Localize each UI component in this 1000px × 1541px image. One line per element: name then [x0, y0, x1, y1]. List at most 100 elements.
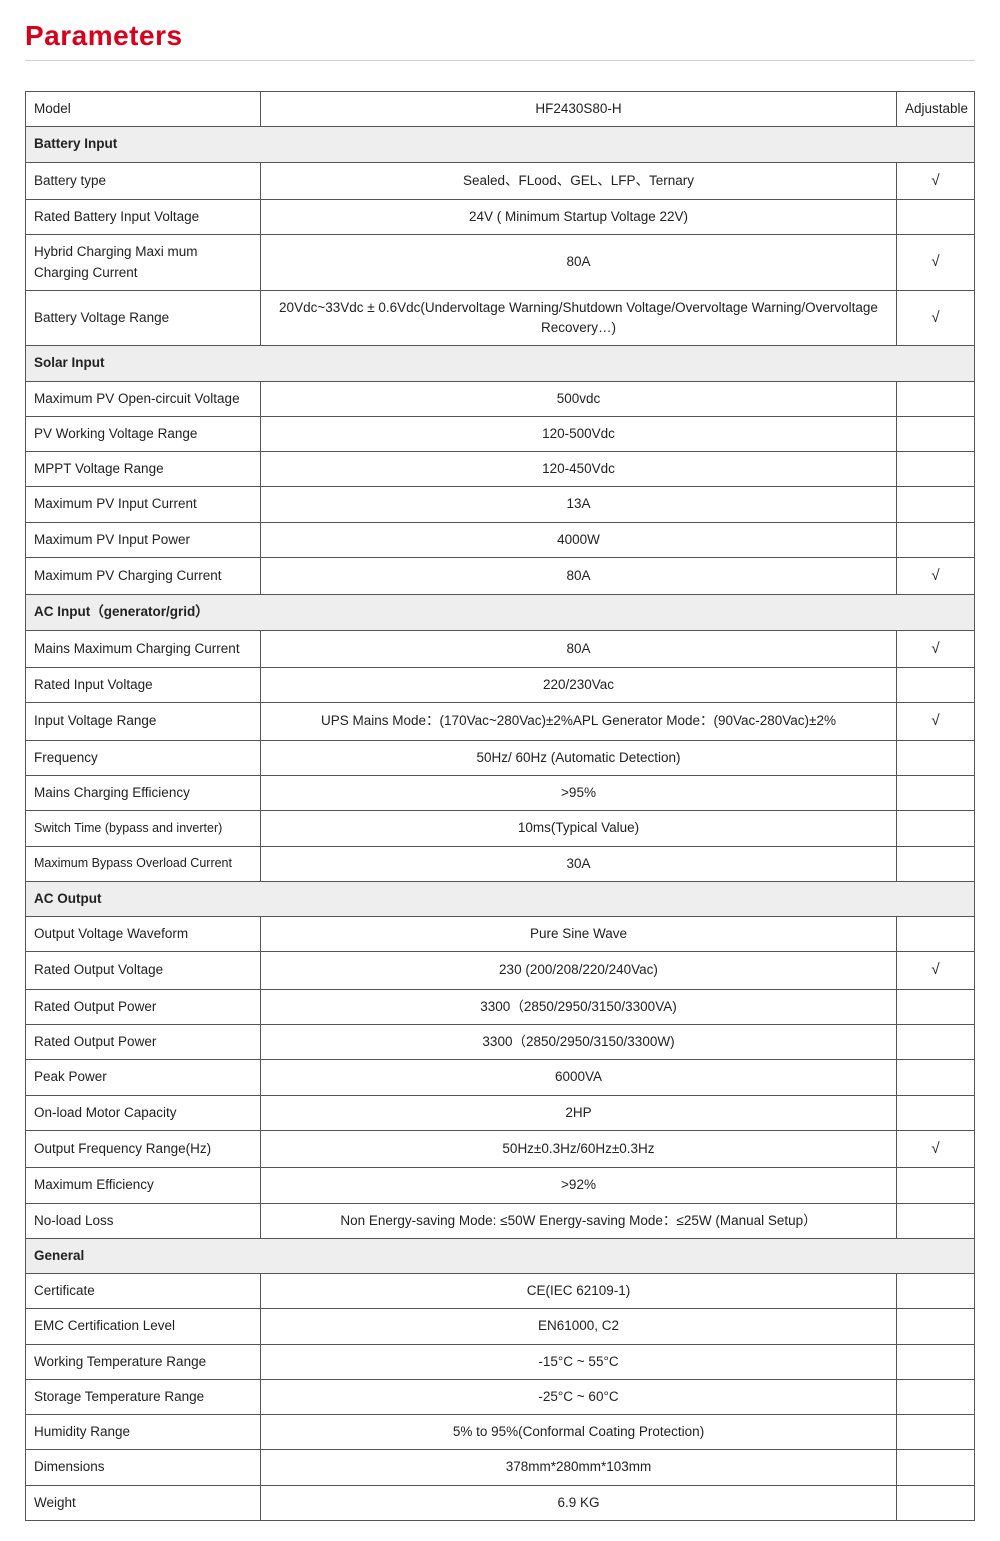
param-value: -25°C ~ 60°C [261, 1379, 897, 1414]
param-adjustable [897, 989, 975, 1024]
table-row: Maximum PV Open-circuit Voltage 500vdc [26, 381, 975, 416]
section-label: AC Input（generator/grid） [26, 595, 975, 630]
param-label: Rated Input Voltage [26, 668, 261, 703]
param-value: 500vdc [261, 381, 897, 416]
param-value: 10ms(Typical Value) [261, 811, 897, 846]
parameters-table: Model HF2430S80-H Adjustable Battery Inp… [25, 91, 975, 1521]
param-value: 2HP [261, 1095, 897, 1130]
table-row: Dimensions 378mm*280mm*103mm [26, 1450, 975, 1485]
title-divider [25, 60, 975, 61]
param-adjustable: √ [897, 703, 975, 741]
param-label: Hybrid Charging Maxi mum Charging Curren… [26, 235, 261, 291]
param-label: Storage Temperature Range [26, 1379, 261, 1414]
param-adjustable [897, 522, 975, 557]
param-value: UPS Mains Mode：(170Vac~280Vac)±2%APL Gen… [261, 703, 897, 741]
param-label: EMC Certification Level [26, 1309, 261, 1344]
param-label: Rated Output Power [26, 989, 261, 1024]
table-row: Maximum PV Input Power 4000W [26, 522, 975, 557]
table-row: On-load Motor Capacity 2HP [26, 1095, 975, 1130]
param-label: Maximum PV Charging Current [26, 557, 261, 595]
param-adjustable [897, 487, 975, 522]
param-label: Maximum Efficiency [26, 1168, 261, 1203]
param-value: 80A [261, 557, 897, 595]
param-value: 30A [261, 846, 897, 881]
table-row: Mains Maximum Charging Current 80A √ [26, 630, 975, 668]
param-label: PV Working Voltage Range [26, 416, 261, 451]
param-adjustable [897, 1450, 975, 1485]
param-value: CE(IEC 62109-1) [261, 1274, 897, 1309]
table-row: PV Working Voltage Range 120-500Vdc [26, 416, 975, 451]
param-adjustable [897, 917, 975, 952]
param-adjustable [897, 776, 975, 811]
param-value: >92% [261, 1168, 897, 1203]
table-row: Rated Output Power 3300（2850/2950/3150/3… [26, 1025, 975, 1060]
param-label: Humidity Range [26, 1415, 261, 1450]
param-value: 4000W [261, 522, 897, 557]
table-row: Storage Temperature Range -25°C ~ 60°C [26, 1379, 975, 1414]
table-row: Peak Power 6000VA [26, 1060, 975, 1095]
table-row: Mains Charging Efficiency >95% [26, 776, 975, 811]
param-label: Working Temperature Range [26, 1344, 261, 1379]
param-label: On-load Motor Capacity [26, 1095, 261, 1130]
param-value: 3300（2850/2950/3150/3300VA) [261, 989, 897, 1024]
section-label: AC Output [26, 881, 975, 916]
section-battery-input: Battery Input [26, 127, 975, 162]
table-row: Output Voltage Waveform Pure Sine Wave [26, 917, 975, 952]
param-value: >95% [261, 776, 897, 811]
param-label: Rated Output Voltage [26, 952, 261, 990]
param-value: 20Vdc~33Vdc ± 0.6Vdc(Undervoltage Warnin… [261, 290, 897, 346]
param-label: Battery Voltage Range [26, 290, 261, 346]
param-label: Rated Battery Input Voltage [26, 200, 261, 235]
param-adjustable [897, 1025, 975, 1060]
param-adjustable [897, 1309, 975, 1344]
table-row: Battery Voltage Range 20Vdc~33Vdc ± 0.6V… [26, 290, 975, 346]
param-label: Peak Power [26, 1060, 261, 1095]
param-value: Non Energy-saving Mode: ≤50W Energy-savi… [261, 1203, 897, 1238]
param-value: EN61000, C2 [261, 1309, 897, 1344]
section-ac-input: AC Input（generator/grid） [26, 595, 975, 630]
table-row: Maximum PV Input Current 13A [26, 487, 975, 522]
param-value: 378mm*280mm*103mm [261, 1450, 897, 1485]
param-adjustable: √ [897, 235, 975, 291]
param-value: 5% to 95%(Conformal Coating Protection) [261, 1415, 897, 1450]
table-row: Weight 6.9 KG [26, 1485, 975, 1520]
param-adjustable [897, 381, 975, 416]
table-row: Working Temperature Range -15°C ~ 55°C [26, 1344, 975, 1379]
section-solar-input: Solar Input [26, 346, 975, 381]
param-label: Rated Output Power [26, 1025, 261, 1060]
param-label: Switch Time (bypass and inverter) [26, 811, 261, 846]
table-row: EMC Certification Level EN61000, C2 [26, 1309, 975, 1344]
param-value: 6.9 KG [261, 1485, 897, 1520]
param-label: Dimensions [26, 1450, 261, 1485]
table-row: Switch Time (bypass and inverter) 10ms(T… [26, 811, 975, 846]
section-label: Battery Input [26, 127, 975, 162]
param-label: Weight [26, 1485, 261, 1520]
param-adjustable [897, 846, 975, 881]
param-label: Maximum PV Input Current [26, 487, 261, 522]
param-adjustable: √ [897, 557, 975, 595]
param-value: 220/230Vac [261, 668, 897, 703]
header-adjustable-label: Adjustable [897, 92, 975, 127]
param-label: Maximum PV Open-circuit Voltage [26, 381, 261, 416]
table-row: Rated Output Voltage 230 (200/208/220/24… [26, 952, 975, 990]
param-adjustable: √ [897, 952, 975, 990]
param-label: Output Frequency Range(Hz) [26, 1130, 261, 1168]
param-adjustable [897, 1274, 975, 1309]
param-value: 50Hz±0.3Hz/60Hz±0.3Hz [261, 1130, 897, 1168]
param-label: Output Voltage Waveform [26, 917, 261, 952]
param-adjustable [897, 1203, 975, 1238]
param-value: 13A [261, 487, 897, 522]
param-value: -15°C ~ 55°C [261, 1344, 897, 1379]
param-value: 3300（2850/2950/3150/3300W) [261, 1025, 897, 1060]
param-adjustable: √ [897, 162, 975, 200]
param-label: No-load Loss [26, 1203, 261, 1238]
param-label: Frequency [26, 740, 261, 775]
table-row: Maximum Efficiency >92% [26, 1168, 975, 1203]
header-model-label: Model [26, 92, 261, 127]
param-adjustable [897, 1060, 975, 1095]
section-label: General [26, 1238, 975, 1273]
param-value: 80A [261, 630, 897, 668]
param-value: 120-500Vdc [261, 416, 897, 451]
table-row: MPPT Voltage Range 120-450Vdc [26, 452, 975, 487]
section-label: Solar Input [26, 346, 975, 381]
